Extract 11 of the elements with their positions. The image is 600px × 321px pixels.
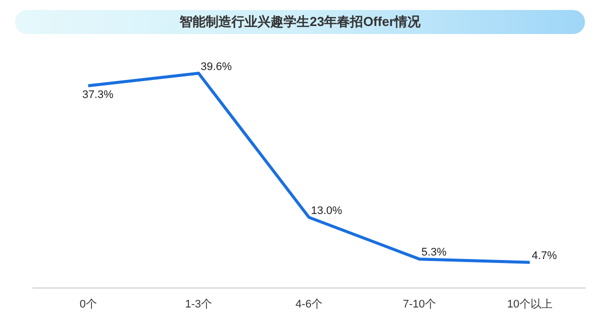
- x-tick-label: 4-6个: [296, 298, 322, 310]
- data-label: 37.3%: [82, 89, 114, 102]
- x-tick-label: 7-10个: [402, 298, 436, 310]
- data-label: 13.0%: [311, 204, 342, 217]
- x-tick-label: 1-3个: [185, 298, 212, 310]
- data-label: 5.3%: [421, 246, 447, 259]
- x-tick-label: 0个: [80, 298, 97, 310]
- x-tick-label: 10个以上: [507, 297, 552, 310]
- data-label: 39.6%: [200, 60, 232, 73]
- chart-title: 智能制造行业兴趣学生23年春招Offer情况: [180, 13, 420, 31]
- data-label: 4.7%: [532, 250, 558, 262]
